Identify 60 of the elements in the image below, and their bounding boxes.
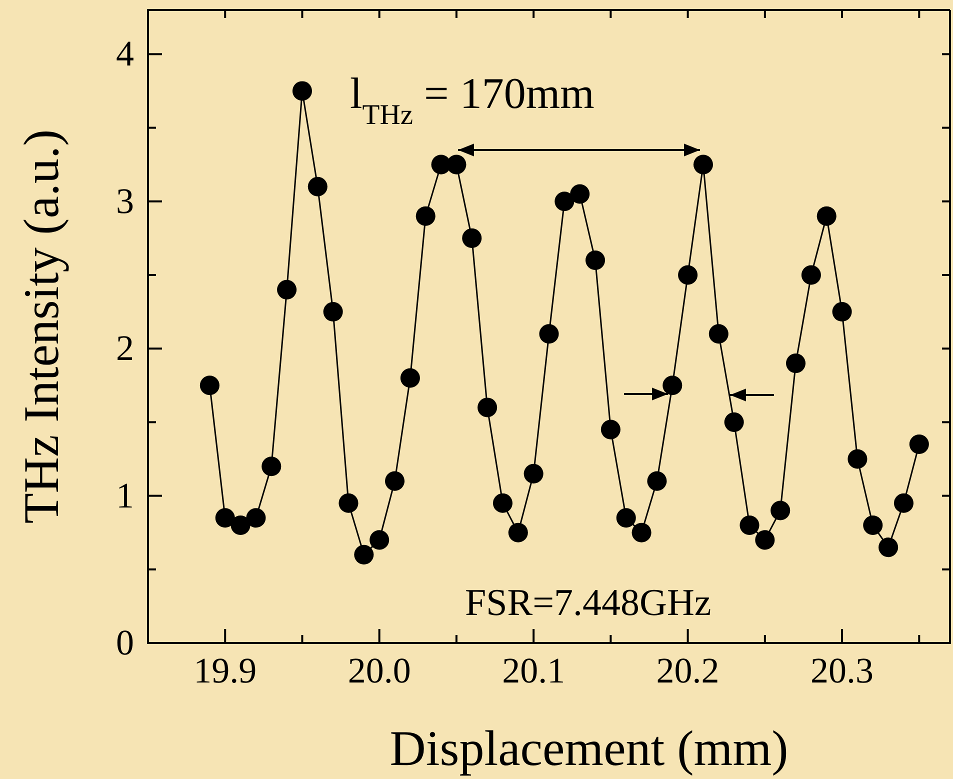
point — [308, 176, 328, 196]
y-tick-label: 2 — [116, 328, 134, 368]
point — [292, 81, 312, 101]
point — [446, 154, 466, 174]
point — [508, 522, 528, 542]
point — [616, 508, 636, 528]
y-tick-label: 1 — [116, 475, 134, 516]
point — [724, 412, 744, 432]
point — [416, 206, 436, 226]
point — [462, 228, 482, 248]
point — [277, 280, 297, 300]
point — [370, 530, 390, 550]
x-tick-label: 20.2 — [656, 650, 720, 691]
point — [600, 420, 620, 440]
point — [755, 530, 775, 550]
x-axis-title: Displacement (mm) — [390, 720, 788, 776]
point — [492, 493, 513, 513]
y-tick-label: 4 — [116, 34, 134, 74]
point — [478, 398, 498, 418]
point — [816, 206, 836, 226]
x-tick-label: 19.9 — [194, 650, 257, 691]
annotation: FSR=7.448GHz — [465, 582, 712, 624]
point — [708, 324, 728, 344]
x-tick-label: 20.0 — [348, 650, 411, 691]
point — [740, 515, 760, 535]
point — [848, 449, 868, 469]
point — [400, 368, 420, 388]
annotation: l$_{THz}$ = 170mm — [350, 69, 594, 130]
x-tick-label: 20.1 — [502, 650, 566, 691]
point — [894, 493, 914, 513]
point — [323, 302, 343, 322]
y-axis-title: THz Intensity (a.u.) — [13, 129, 69, 524]
point — [585, 250, 606, 270]
point — [693, 154, 714, 174]
point — [554, 192, 574, 212]
point — [262, 456, 282, 476]
y-tick-label: 3 — [116, 180, 134, 221]
point — [539, 324, 559, 344]
point — [786, 354, 806, 374]
point — [215, 508, 235, 528]
point — [863, 515, 883, 535]
point — [338, 493, 358, 513]
x-tick-label: 20.3 — [810, 650, 874, 691]
point — [801, 265, 821, 285]
point — [632, 522, 652, 542]
point — [354, 544, 374, 564]
point — [524, 464, 544, 484]
point — [230, 515, 250, 535]
point — [832, 302, 852, 322]
point — [246, 508, 266, 528]
point — [909, 434, 929, 454]
y-tick-label: 0 — [116, 622, 134, 663]
point — [384, 471, 405, 491]
point — [678, 265, 698, 285]
point — [878, 538, 898, 558]
point — [662, 376, 682, 396]
point — [770, 500, 790, 520]
point — [647, 471, 667, 491]
point — [570, 184, 590, 204]
point — [200, 376, 220, 396]
